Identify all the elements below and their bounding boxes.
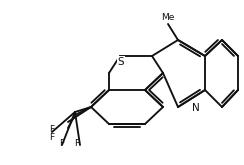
Text: S: S	[118, 57, 124, 67]
Text: F: F	[50, 132, 55, 142]
Text: F: F	[60, 138, 65, 148]
Text: Me: Me	[161, 13, 175, 22]
Text: F: F	[74, 138, 80, 148]
Text: F: F	[50, 126, 55, 134]
Text: S: S	[118, 57, 124, 67]
Text: N: N	[192, 103, 200, 113]
Text: N: N	[192, 103, 200, 113]
